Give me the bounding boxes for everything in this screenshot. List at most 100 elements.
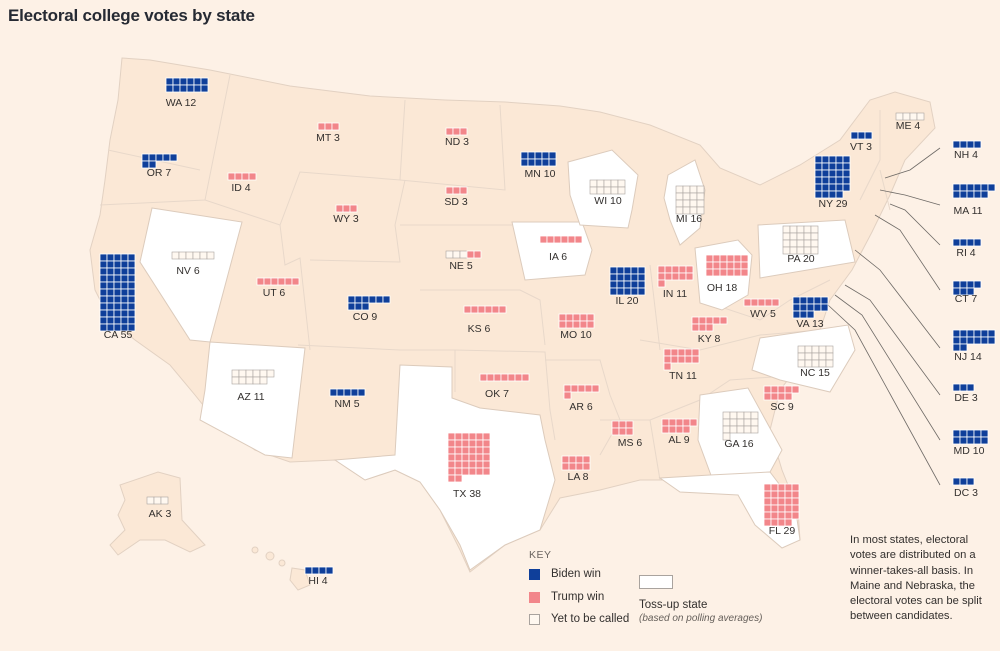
co-vote-cell <box>354 302 363 311</box>
ca-vote-cell <box>106 309 115 318</box>
il-vote-cell <box>609 280 618 289</box>
state-grid-id <box>227 172 257 181</box>
tx-vote-cell <box>482 446 491 455</box>
mo-vote-cell <box>579 313 588 322</box>
ca-vote-cell <box>120 302 129 311</box>
mi-vote-cell <box>682 199 691 208</box>
tx-vote-cell <box>482 460 491 469</box>
ri-vote-cell <box>973 238 982 247</box>
ca-vote-cell <box>120 267 129 276</box>
nv-vote-cell <box>171 251 180 260</box>
wi-vote-cell <box>603 179 612 188</box>
sd-vote-cell <box>445 186 454 195</box>
key-tossup-label: Toss-up state <box>639 599 708 611</box>
ia-vote-cell <box>574 235 583 244</box>
state-label-wi: WI 10 <box>594 195 622 207</box>
mi-vote-cell <box>675 199 684 208</box>
state-nv <box>139 207 243 343</box>
ks-vote-cell <box>491 305 500 314</box>
ks-vote-cell <box>470 305 479 314</box>
in-vote-cell <box>671 265 680 274</box>
state-label-va: VA 13 <box>796 318 823 330</box>
ny-vote-cell <box>821 162 830 171</box>
dc-vote-cell <box>959 477 968 486</box>
state-grid-ms <box>611 420 634 436</box>
va-vote-cell <box>792 296 801 305</box>
state-grid-va <box>792 296 829 319</box>
wi-vote-cell <box>617 186 626 195</box>
ky-vote-cell <box>691 323 700 332</box>
state-grid-tx <box>447 432 491 483</box>
ca-vote-cell <box>113 253 122 262</box>
state-az <box>199 341 306 459</box>
me-vote-cell <box>902 112 911 121</box>
me-vote-cell <box>916 112 925 121</box>
tx-vote-cell <box>454 446 463 455</box>
trump-swatch <box>529 592 540 603</box>
ak-vote-cell <box>153 496 162 505</box>
mo-vote-cell <box>586 320 595 329</box>
hi-vote-cell <box>304 566 313 575</box>
wv-vote-cell <box>757 298 766 307</box>
state-label-pa: PA 20 <box>787 253 814 265</box>
md-vote-cell <box>959 436 968 445</box>
va-vote-cell <box>820 303 829 312</box>
mo-vote-cell <box>572 313 581 322</box>
state-label-ia: IA 6 <box>549 251 567 263</box>
dc-vote-cell <box>966 477 975 486</box>
ca-vote-cell <box>106 260 115 269</box>
mi-vote-cell <box>696 185 705 194</box>
tx-vote-cell <box>468 432 477 441</box>
md-vote-cell <box>980 429 989 438</box>
ky-vote-cell <box>712 316 721 325</box>
or-vote-cell <box>162 153 171 162</box>
state-label-il: IL 20 <box>616 295 639 307</box>
ut-vote-cell <box>291 277 300 286</box>
vt-vote-cell <box>857 131 866 140</box>
or-vote-cell <box>155 153 164 162</box>
ny-vote-cell <box>828 183 837 192</box>
fl-vote-cell <box>777 504 786 513</box>
state-label-de: DE 3 <box>954 392 978 404</box>
ne-vote-cell <box>473 250 482 259</box>
va-vote-cell <box>799 303 808 312</box>
il-vote-cell <box>637 287 646 296</box>
pa-vote-cell <box>789 225 798 234</box>
mi-vote-cell <box>675 192 684 201</box>
nj-vote-cell <box>952 343 961 352</box>
tx-vote-cell <box>447 432 456 441</box>
il-vote-cell <box>630 287 639 296</box>
state-label-la: LA 8 <box>567 471 588 483</box>
ca-vote-cell <box>106 316 115 325</box>
mo-vote-cell <box>572 320 581 329</box>
ny-vote-cell <box>835 162 844 171</box>
mo-vote-cell <box>586 313 595 322</box>
ca-vote-cell <box>99 281 108 290</box>
nv-vote-cell <box>192 251 201 260</box>
ca-vote-cell <box>113 316 122 325</box>
pa-vote-cell <box>789 239 798 248</box>
nj-vote-cell <box>966 329 975 338</box>
mi-vote-cell <box>689 199 698 208</box>
pa-vote-cell <box>810 239 819 248</box>
ny-vote-cell <box>835 176 844 185</box>
ms-vote-cell <box>625 420 634 429</box>
ga-vote-cell <box>750 425 759 434</box>
va-vote-cell <box>813 296 822 305</box>
dc-vote-cell <box>952 477 961 486</box>
il-vote-cell <box>616 273 625 282</box>
nj-vote-cell <box>966 336 975 345</box>
az-vote-cell <box>245 369 254 378</box>
state-grid-md <box>952 429 989 445</box>
ny-vote-cell <box>821 176 830 185</box>
ca-vote-cell <box>113 288 122 297</box>
fl-vote-cell <box>770 504 779 513</box>
ca-vote-cell <box>106 253 115 262</box>
ct-vote-cell <box>973 280 982 289</box>
state-label-nh: NH 4 <box>954 149 978 161</box>
wi-vote-cell <box>589 186 598 195</box>
ca-vote-cell <box>127 274 136 283</box>
il-vote-cell <box>630 273 639 282</box>
ca-vote-cell <box>120 253 129 262</box>
la-vote-cell <box>561 455 570 464</box>
